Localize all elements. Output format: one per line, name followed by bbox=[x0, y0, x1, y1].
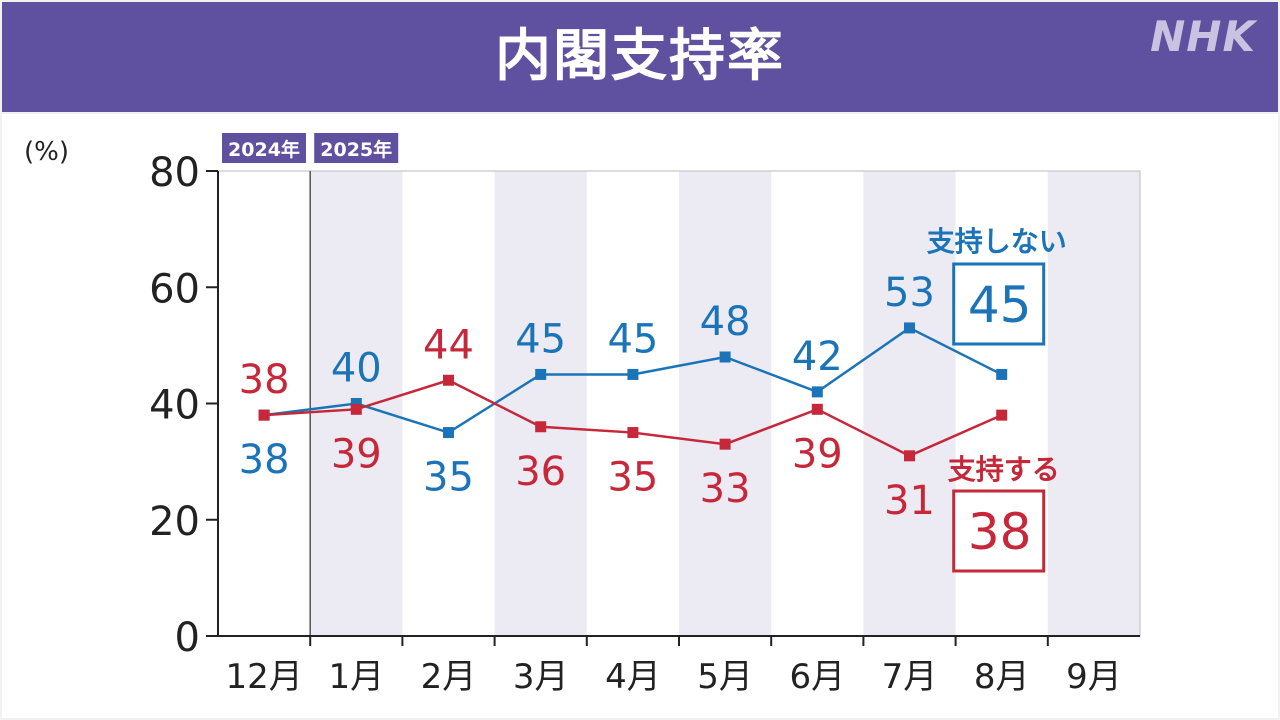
x-tick-label: 6月 bbox=[789, 657, 845, 697]
data-label: 40 bbox=[331, 346, 382, 392]
data-point-marker bbox=[443, 374, 454, 386]
chart-panel: 0 20 40 60 80 (%) 12月 1月 2月 3月 4月 5月 6月 7月 8月 9月 2024年 20… bbox=[2, 114, 1278, 718]
x-tick-label: 5月 bbox=[697, 657, 753, 697]
year-tag-box bbox=[222, 133, 306, 163]
x-tick-label: 8月 bbox=[974, 657, 1030, 697]
x-tick-label: 3月 bbox=[513, 657, 569, 697]
year-tag-label: 2025年 bbox=[320, 138, 392, 161]
x-tick-label: 1月 bbox=[328, 657, 384, 697]
page-title: 内閣支持率 bbox=[495, 24, 785, 89]
data-point-marker bbox=[719, 438, 731, 450]
background-band bbox=[863, 171, 956, 636]
data-point-marker bbox=[719, 351, 731, 363]
x-tick-label: 12月 bbox=[225, 657, 302, 697]
data-point-marker bbox=[350, 403, 362, 415]
data-label: 38 bbox=[239, 437, 290, 483]
data-point-marker bbox=[996, 368, 1008, 380]
y-unit-label: (%) bbox=[24, 137, 69, 167]
header-bar: 内閣支持率 NHK bbox=[2, 2, 1278, 112]
disapprove-callout-box bbox=[952, 262, 1046, 346]
x-tick-label: 2月 bbox=[421, 657, 477, 697]
data-label: 45 bbox=[607, 316, 658, 362]
data-point-marker bbox=[904, 322, 915, 334]
data-point-marker bbox=[627, 427, 639, 439]
background-band bbox=[1047, 171, 1140, 636]
y-tick-label: 80 bbox=[149, 150, 200, 196]
data-label: 33 bbox=[700, 466, 751, 512]
data-point-marker bbox=[811, 386, 823, 398]
y-tick-label: 60 bbox=[149, 266, 200, 312]
x-tick-label: 9月 bbox=[1066, 657, 1122, 697]
data-label: 45 bbox=[515, 316, 566, 362]
data-label: 38 bbox=[239, 357, 290, 403]
x-tick-label: 4月 bbox=[605, 657, 661, 697]
approve-series-name: 支持する bbox=[948, 453, 1060, 486]
data-point-marker bbox=[443, 427, 454, 439]
line-chart: 0 20 40 60 80 (%) 12月 1月 2月 3月 4月 5月 6月 7月 8月 9月 2024年 20… bbox=[24, 133, 1141, 697]
approve-callout-box bbox=[952, 489, 1046, 573]
data-point-marker bbox=[627, 368, 639, 380]
nhk-logo: NHK bbox=[1150, 12, 1256, 61]
data-label: 35 bbox=[607, 455, 658, 501]
data-point-marker bbox=[904, 450, 915, 462]
data-label: 36 bbox=[515, 449, 566, 495]
approve-latest-value: 38 bbox=[968, 503, 1032, 561]
year-tag-box bbox=[314, 133, 399, 163]
background-band bbox=[679, 171, 772, 636]
data-label: 42 bbox=[792, 334, 843, 380]
data-point-marker bbox=[811, 403, 823, 415]
data-label: 48 bbox=[700, 299, 751, 345]
data-point-marker bbox=[535, 421, 547, 433]
data-label: 39 bbox=[331, 431, 382, 477]
data-label: 31 bbox=[884, 478, 935, 524]
data-label: 39 bbox=[792, 431, 843, 477]
data-point-marker bbox=[258, 409, 270, 421]
data-point-marker bbox=[350, 398, 362, 409]
y-tick-label: 20 bbox=[149, 499, 200, 545]
data-label: 44 bbox=[423, 322, 474, 368]
data-point-marker bbox=[535, 368, 547, 380]
data-label: 35 bbox=[423, 455, 474, 501]
disapprove-latest-value: 45 bbox=[968, 276, 1032, 334]
y-tick-label: 40 bbox=[149, 383, 200, 429]
data-label: 53 bbox=[884, 270, 935, 316]
disapprove-series-name: 支持しない bbox=[927, 225, 1067, 258]
year-tag-label: 2024年 bbox=[228, 138, 300, 161]
x-tick-label: 7月 bbox=[882, 657, 938, 697]
background-band bbox=[494, 171, 587, 636]
data-point-marker bbox=[996, 409, 1008, 421]
y-tick-label: 0 bbox=[175, 615, 200, 661]
